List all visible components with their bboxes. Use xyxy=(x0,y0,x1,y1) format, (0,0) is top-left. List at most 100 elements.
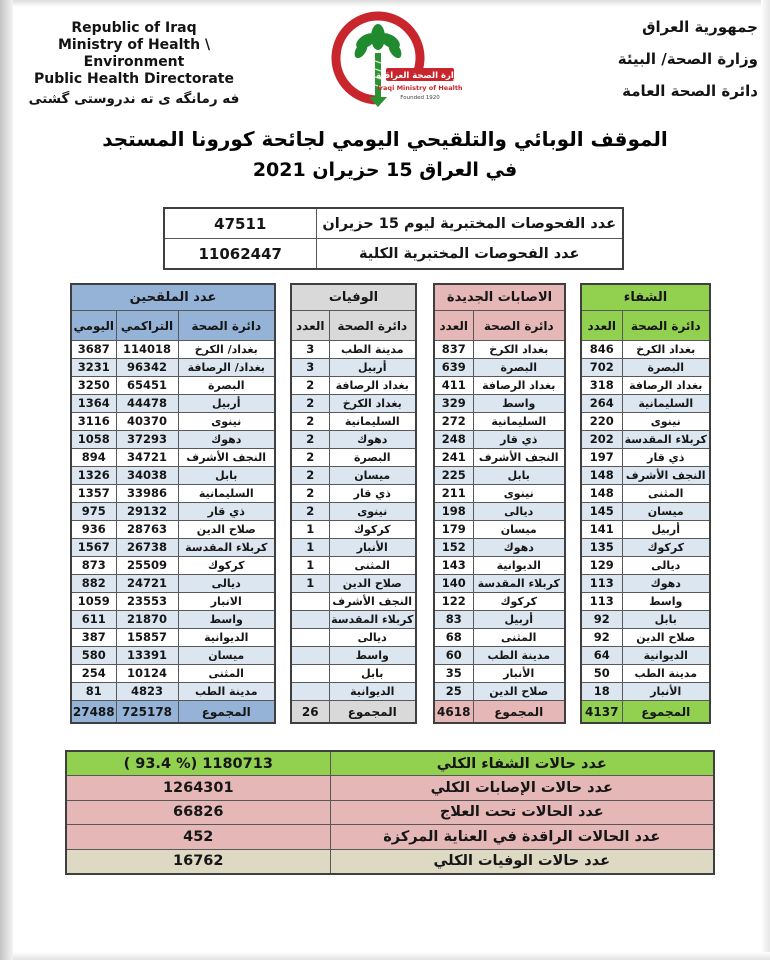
directorate-name: النجف الأشرف xyxy=(472,448,566,467)
directorate-name: صلاح الدين xyxy=(328,574,417,593)
table-row: دهوك 2 xyxy=(290,430,417,449)
table-row: السليمانية 2 xyxy=(290,412,417,431)
summary-label: عدد الحالات تحت العلاج xyxy=(329,799,715,826)
total-label: المجموع xyxy=(621,700,711,724)
directorate-value: 44478 xyxy=(115,394,179,413)
directorate-value xyxy=(290,592,330,611)
directorate-name: دهوك xyxy=(472,538,566,557)
table-new-cases: الاصابات الجديدة دائرة الصحة العدد بغداد ال… xyxy=(433,283,566,724)
directorate-name: كربلاء المقدسة xyxy=(472,574,566,593)
directorate-value: 113 xyxy=(580,592,623,611)
directorate-value: 81 xyxy=(70,682,117,701)
directorate-name: ذي قار xyxy=(621,448,711,467)
directorate-value: 24721 xyxy=(115,574,179,593)
directorate-name: السليمانية xyxy=(328,412,417,431)
table-title-row: الوفيات xyxy=(290,283,417,311)
directorate-value: 4823 xyxy=(115,682,179,701)
table-title: الاصابات الجديدة xyxy=(433,283,566,311)
directorate-value: 64 xyxy=(580,646,623,665)
table-row: أربيل 3 xyxy=(290,358,417,377)
table-title: الشفاء xyxy=(580,283,711,311)
tests-total-value: 11062447 xyxy=(163,238,317,270)
table-row: بابل 34038 1326 xyxy=(70,466,276,485)
table-row: النجف الأشرف 148 xyxy=(580,466,711,485)
table-row: الديوانية 64 xyxy=(580,646,711,665)
directorate-name: ميسان xyxy=(621,502,711,521)
table-row: المثنى 10124 254 xyxy=(70,664,276,683)
column-header-name: دائرة الصحة xyxy=(621,310,711,341)
table-row: مدينة الطب 3 xyxy=(290,340,417,359)
table-row: بغداد/ الرصافة 96342 3231 xyxy=(70,358,276,377)
directorate-value: 639 xyxy=(433,358,474,377)
table-total-row: المجموع 725178 27488 xyxy=(70,700,276,724)
directorate-value: 148 xyxy=(580,466,623,485)
directorate-name: الانبار xyxy=(177,592,276,611)
directorate-value: 2 xyxy=(290,376,330,395)
table-row: دهوك 152 xyxy=(433,538,566,557)
directorate-value: 29132 xyxy=(115,502,179,521)
table-row: بغداد الكرخ 2 xyxy=(290,394,417,413)
directorate-value: 122 xyxy=(433,592,474,611)
tests-daily-value: 47511 xyxy=(163,207,317,239)
directorate-name: النجف الأشرف xyxy=(328,592,417,611)
table-title-row: الشفاء xyxy=(580,283,711,311)
directorate-value: 1364 xyxy=(70,394,117,413)
directorate-name: دهوك xyxy=(328,430,417,449)
directorate-value: 96342 xyxy=(115,358,179,377)
directorate-value: 2 xyxy=(290,394,330,413)
table-row: واسط 113 xyxy=(580,592,711,611)
header-arabic-line: وزارة الصحة/ البيئة xyxy=(617,50,758,68)
table-row: السليمانية 33986 1357 xyxy=(70,484,276,503)
directorate-value xyxy=(290,610,330,629)
table-title-row: عدد الملقحين xyxy=(70,283,276,311)
directorate-value: 10124 xyxy=(115,664,179,683)
summary-table: عدد حالات الشفاء الكلي( 93.4 %) 1180713 ع… xyxy=(65,750,715,875)
directorate-name: البصرة xyxy=(177,376,276,395)
summary-row: عدد حالات الإصابات الكلي 1264301 xyxy=(65,775,715,801)
directorate-value: 936 xyxy=(70,520,117,539)
directorate-name: كركوك xyxy=(328,520,417,539)
report-title: الموقف الوبائي والتلقيحي اليومي لجائحة ك… xyxy=(0,127,770,181)
directorate-value: 3231 xyxy=(70,358,117,377)
directorate-name: أربيل xyxy=(621,520,711,539)
table-row: النجف الأشرف xyxy=(290,592,417,611)
directorate-value: 202 xyxy=(580,430,623,449)
directorate-value: 148 xyxy=(580,484,623,503)
directorate-value: 702 xyxy=(580,358,623,377)
directorate-name: مدينة الطب xyxy=(328,340,417,359)
directorate-value: 135 xyxy=(580,538,623,557)
header-english-line: Ministry of Health \ Environment xyxy=(57,37,211,70)
directorate-value: 241 xyxy=(433,448,474,467)
directorate-value: 211 xyxy=(433,484,474,503)
total-label: المجموع xyxy=(177,700,276,724)
directorate-value: 35 xyxy=(433,664,474,683)
summary-row: عدد حالات الوفيات الكلي 16762 xyxy=(65,848,715,875)
header-english-block: Republic of Iraq Ministry of Health \ En… xyxy=(16,20,252,108)
logo-english-text: Iraqi Ministry of Health xyxy=(377,84,463,92)
directorate-name: أربيل xyxy=(472,610,566,629)
table-row: بغداد الرصافة 318 xyxy=(580,376,711,395)
directorate-value: 37293 xyxy=(115,430,179,449)
table-row: بغداد الكرخ 846 xyxy=(580,340,711,359)
directorate-name: كركوك xyxy=(472,592,566,611)
header-kurdish-line: فه رمانگه ی ته ندروستی گشتی xyxy=(28,91,240,107)
directorate-name: صلاح الدين xyxy=(621,628,711,647)
header-arabic-line: دائرة الصحة العامة xyxy=(622,82,758,100)
column-header-count: العدد xyxy=(290,310,330,341)
table-row: ذي قار 197 xyxy=(580,448,711,467)
table-title: الوفيات xyxy=(290,283,417,311)
report-title-line1: الموقف الوبائي والتلقيحي اليومي لجائحة ك… xyxy=(102,127,668,151)
table-row: عدد الفحوصات المختبرية ليوم 15 حزيران 47… xyxy=(163,207,624,239)
directorate-name: أربيل xyxy=(177,394,276,413)
ministry-of-health-logo: وزارة الصحة العراقية Iraqi Ministry of H… xyxy=(316,8,472,120)
header-english-line: Republic of Iraq xyxy=(71,20,197,36)
directorate-name: صلاح الدين xyxy=(472,682,566,701)
directorate-value: 26738 xyxy=(115,538,179,557)
directorate-value: 92 xyxy=(580,628,623,647)
directorate-value xyxy=(290,664,330,683)
directorate-name: الأنبار xyxy=(328,538,417,557)
directorate-name: دهوك xyxy=(621,574,711,593)
directorate-name: ميسان xyxy=(328,466,417,485)
directorate-value: 68 xyxy=(433,628,474,647)
crescent-palm-logo-icon: وزارة الصحة العراقية Iraqi Ministry of H… xyxy=(331,11,464,107)
